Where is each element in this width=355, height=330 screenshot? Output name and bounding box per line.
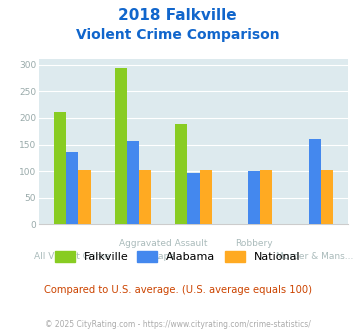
Text: Rape: Rape [152, 252, 175, 261]
Text: © 2025 CityRating.com - https://www.cityrating.com/crime-statistics/: © 2025 CityRating.com - https://www.city… [45, 320, 310, 329]
Bar [260, 170, 272, 224]
Text: Robbery: Robbery [235, 239, 273, 248]
Bar [308, 139, 321, 224]
Text: Murder & Mans...: Murder & Mans... [276, 252, 353, 261]
Bar [115, 68, 127, 224]
Bar [248, 171, 260, 224]
Text: Aggravated Assault: Aggravated Assault [119, 239, 207, 248]
Bar [187, 173, 200, 224]
Legend: Falkville, Alabama, National: Falkville, Alabama, National [50, 247, 305, 267]
Bar [175, 124, 187, 224]
Text: 2018 Falkville: 2018 Falkville [118, 8, 237, 23]
Text: Violent Crime Comparison: Violent Crime Comparison [76, 28, 279, 42]
Bar [54, 112, 66, 224]
Bar [139, 170, 151, 224]
Text: All Violent Crime: All Violent Crime [34, 252, 110, 261]
Text: Compared to U.S. average. (U.S. average equals 100): Compared to U.S. average. (U.S. average … [44, 285, 311, 295]
Bar [127, 141, 139, 224]
Bar [78, 170, 91, 224]
Bar [200, 170, 212, 224]
Bar [66, 152, 78, 224]
Bar [321, 170, 333, 224]
